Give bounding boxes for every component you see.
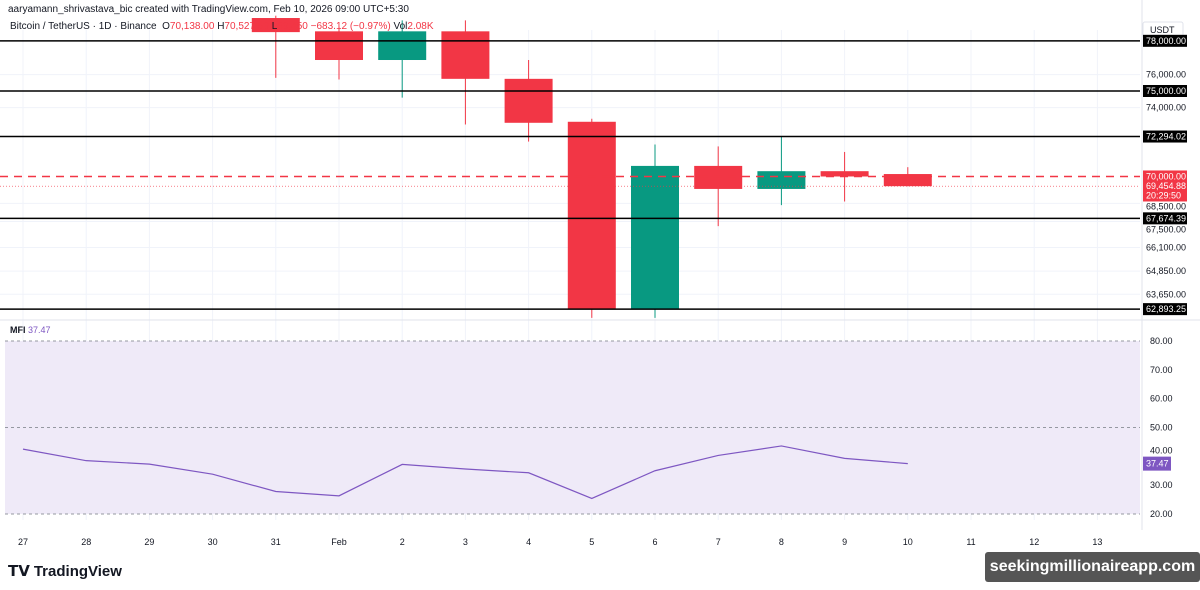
x-tick-label: 29 xyxy=(144,537,154,547)
level-label: 78,000.00 xyxy=(1146,36,1186,46)
mfi-tick-label: 30.00 xyxy=(1150,480,1173,490)
x-tick-label: 13 xyxy=(1092,537,1102,547)
mfi-title: MFI xyxy=(10,325,26,335)
price-badge xyxy=(1143,170,1187,202)
x-tick-label: 2 xyxy=(400,537,405,547)
symbol-legend: Bitcoin / TetherUS · 1D · Binance O70,13… xyxy=(10,21,434,32)
x-tick-label: 31 xyxy=(271,537,281,547)
mfi-tick-label: 80.00 xyxy=(1150,336,1173,346)
candle-body xyxy=(820,171,869,177)
high-label: H xyxy=(217,21,225,32)
level-label: 62,893.25 xyxy=(1146,304,1186,314)
x-tick-label: 28 xyxy=(81,537,91,547)
x-tick-label: 6 xyxy=(652,537,657,547)
level-label: 72,294.02 xyxy=(1146,132,1186,142)
x-tick-label: 27 xyxy=(18,537,28,547)
level-badge xyxy=(1143,212,1187,225)
mfi-value: 37.47 xyxy=(28,325,51,335)
x-tick-label: 3 xyxy=(463,537,468,547)
mfi-last-label: 37.47 xyxy=(1146,459,1169,469)
price-tick-label: 63,650.00 xyxy=(1146,289,1186,299)
candle-body xyxy=(567,121,616,309)
level-label: 75,000.00 xyxy=(1146,86,1186,96)
mfi-last-badge xyxy=(1143,456,1171,471)
open-label: O xyxy=(162,21,170,32)
candle-body xyxy=(757,171,806,189)
mfi-tick-label: 50.00 xyxy=(1150,423,1173,433)
high-value: 70,527.59 xyxy=(224,21,269,32)
currency-label: USDT xyxy=(1150,25,1175,35)
price-tick-label: 67,500.00 xyxy=(1146,225,1186,235)
x-tick-label: Feb xyxy=(331,537,347,547)
tradingview-logo-icon: 𝗧𝗩 xyxy=(8,563,30,580)
low-value: 69,450 xyxy=(277,21,308,32)
countdown-label: 20:29:50 xyxy=(1146,190,1181,200)
x-tick-label: 7 xyxy=(716,537,721,547)
mfi-tick-label: 60.00 xyxy=(1150,394,1173,404)
low-label: L xyxy=(271,21,278,32)
candle-body xyxy=(631,165,679,309)
level-badge xyxy=(1143,85,1187,97)
watermark: seekingmillionaireapp.com xyxy=(985,552,1200,582)
price-tick-label: 64,850.00 xyxy=(1146,266,1186,276)
mfi-band xyxy=(5,341,1140,514)
level-label: 67,674.39 xyxy=(1146,213,1186,223)
candle-body xyxy=(883,174,932,187)
x-tick-label: 4 xyxy=(526,537,531,547)
x-tick-label: 10 xyxy=(903,537,913,547)
x-tick-label: 30 xyxy=(208,537,218,547)
candle-body xyxy=(694,165,743,189)
change-value: −683.12 (−0.97%) xyxy=(310,21,391,32)
price-tick-label: 66,100.00 xyxy=(1146,243,1186,253)
level-badge xyxy=(1143,130,1187,143)
vol-value: 2.08K xyxy=(407,21,434,32)
level-badge xyxy=(1143,34,1187,47)
mfi-tick-label: 40.00 xyxy=(1150,445,1173,455)
level-badge xyxy=(1143,303,1187,316)
alert-label: 70,000.00 xyxy=(1146,171,1186,181)
x-tick-label: 12 xyxy=(1029,537,1039,547)
price-tick-label: 76,000.00 xyxy=(1146,70,1186,80)
symbol-name: Bitcoin / TetherUS · 1D · Binance xyxy=(10,21,157,32)
x-tick-label: 5 xyxy=(589,537,594,547)
mfi-tick-label: 20.00 xyxy=(1150,509,1173,519)
candle-body xyxy=(251,18,300,33)
mfi-tick-label: 70.00 xyxy=(1150,365,1173,375)
tradingview-logo[interactable]: 𝗧𝗩 TradingView xyxy=(8,562,122,581)
price-tick-label: 68,500.00 xyxy=(1146,201,1186,211)
candle-body xyxy=(441,31,490,79)
price-tick-label: 74,000.00 xyxy=(1146,103,1186,113)
last-price-label: 69,454.88 xyxy=(1146,181,1186,191)
candle-body xyxy=(315,31,363,61)
open-value: 70,138.00 xyxy=(169,21,215,32)
vol-label: Vol xyxy=(393,21,408,32)
brand-name: TradingView xyxy=(33,562,122,580)
x-tick-label: 11 xyxy=(966,537,975,547)
x-tick-label: 8 xyxy=(779,537,784,547)
credit-text: aaryamann_shrivastava_bic created with T… xyxy=(8,4,409,15)
candle-body xyxy=(378,31,427,61)
x-tick-label: 9 xyxy=(842,537,847,547)
mfi-legend: MFI 37.47 xyxy=(10,325,51,335)
candle-body xyxy=(504,78,553,123)
